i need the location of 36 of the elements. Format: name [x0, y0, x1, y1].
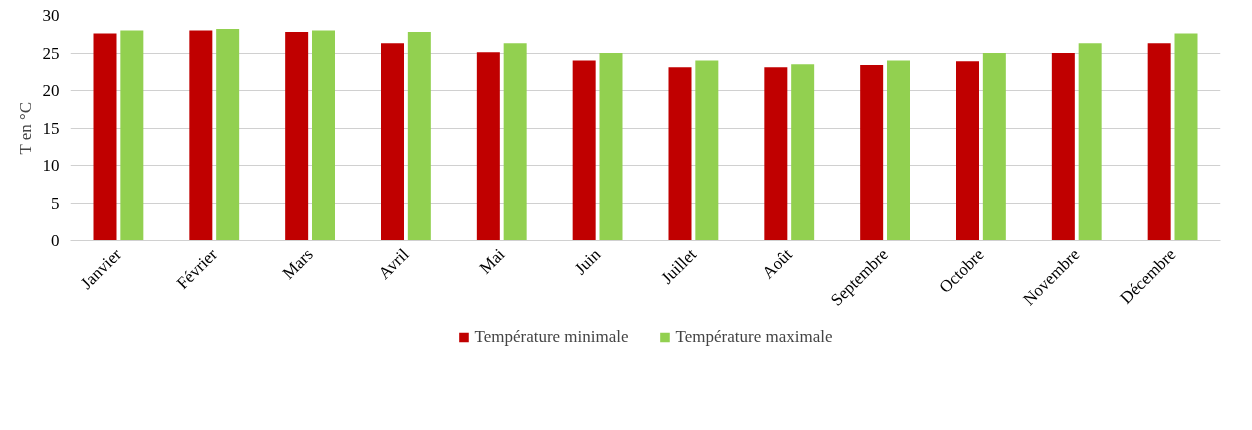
bar	[312, 30, 335, 241]
bar	[572, 60, 596, 241]
bar	[93, 33, 117, 241]
y-axis-title: T en °C	[15, 101, 35, 155]
bar	[860, 65, 884, 241]
bar	[982, 53, 1006, 241]
x-tick-label: Juin	[570, 244, 605, 279]
bar	[1078, 43, 1102, 241]
x-tick-label: Mai	[475, 244, 509, 278]
y-tick-label: 15	[42, 118, 60, 138]
bar	[285, 32, 309, 241]
bar	[381, 43, 404, 241]
y-tick-label: 10	[42, 156, 60, 175]
y-tick-label: 25	[42, 43, 60, 63]
y-tick-label: 30	[42, 6, 60, 25]
bar	[120, 30, 144, 241]
legend-label: Température minimale	[474, 327, 629, 347]
bar	[503, 43, 527, 241]
legend-label: Température maximale	[675, 327, 833, 347]
bar	[956, 61, 979, 241]
bar	[216, 29, 240, 241]
bar	[476, 52, 500, 241]
bar	[791, 64, 815, 241]
bar	[1174, 33, 1198, 241]
bar	[764, 67, 788, 241]
bar	[599, 53, 623, 241]
bar	[668, 67, 692, 241]
bar	[189, 30, 213, 241]
bar	[887, 60, 910, 241]
y-tick-label: 0	[51, 231, 60, 250]
bar	[1051, 53, 1075, 241]
bar	[1147, 43, 1171, 241]
bar	[695, 60, 719, 241]
y-tick-label: 5	[51, 193, 60, 213]
bar	[407, 32, 431, 241]
y-tick-label: 20	[42, 81, 60, 100]
